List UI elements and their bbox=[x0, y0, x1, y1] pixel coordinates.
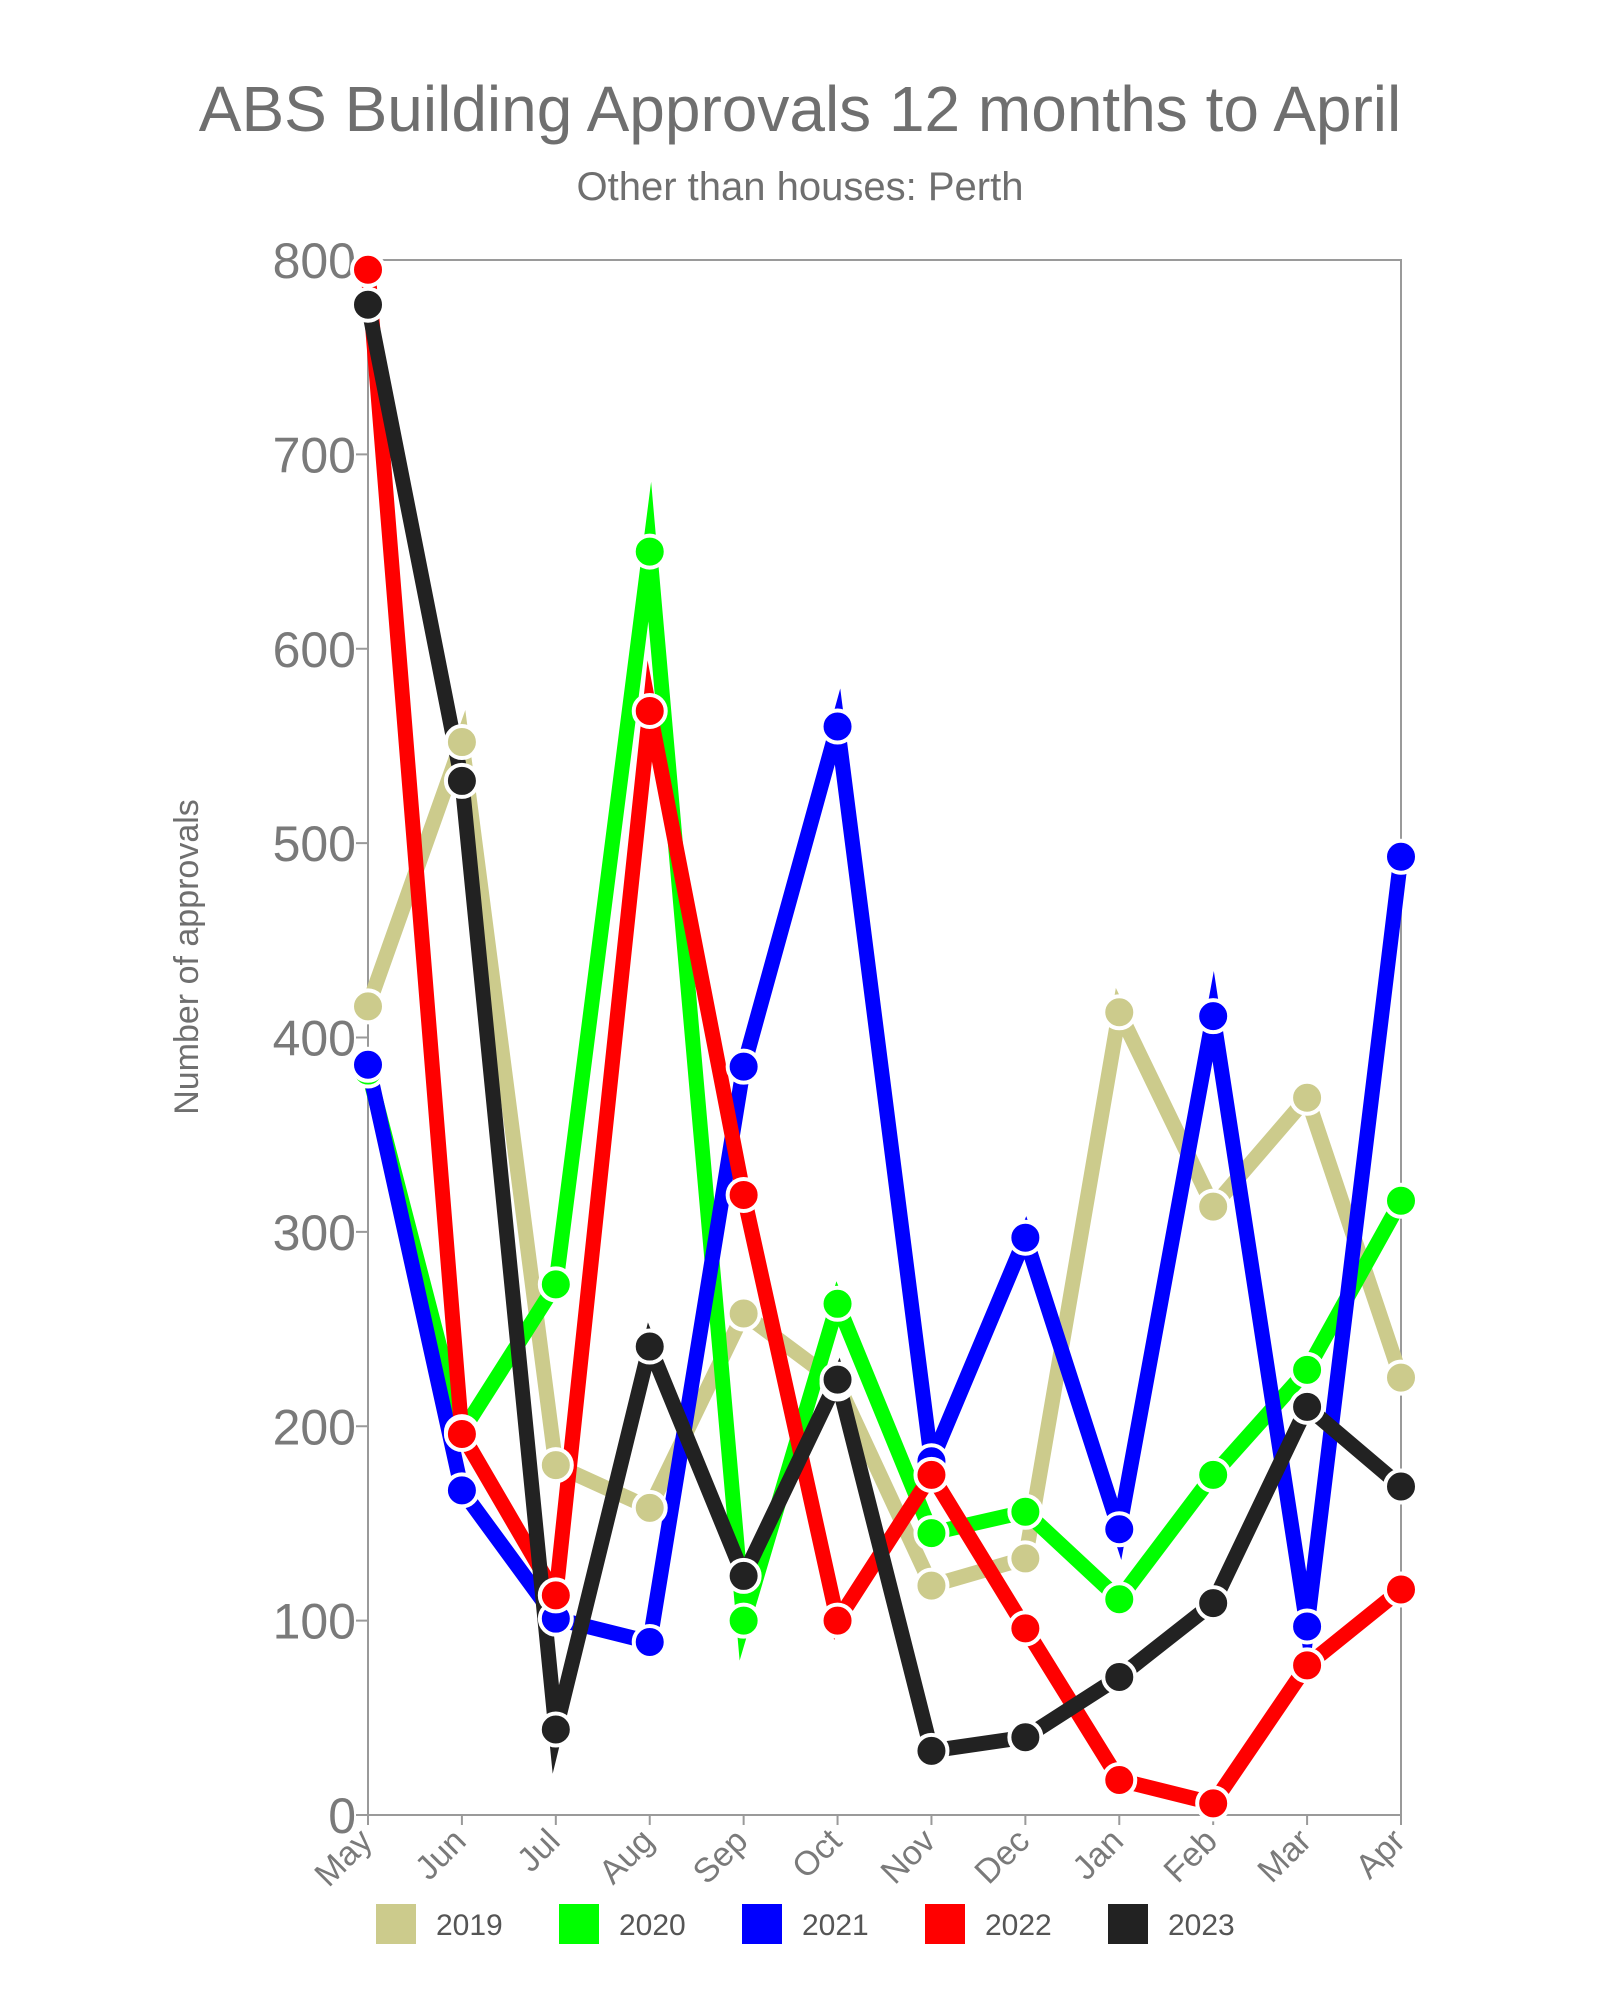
data-point-2023 bbox=[537, 1711, 574, 1748]
data-point-2021 bbox=[1007, 1219, 1044, 1256]
x-tick-label: Feb bbox=[1157, 1822, 1225, 1890]
data-point-2023 bbox=[725, 1557, 762, 1594]
data-point-2021 bbox=[725, 1048, 762, 1085]
data-point-2019 bbox=[537, 1447, 574, 1484]
data-point-2023 bbox=[1007, 1719, 1044, 1756]
data-point-2023 bbox=[1101, 1658, 1138, 1695]
data-point-2022 bbox=[1383, 1571, 1419, 1608]
data-point-2022 bbox=[1007, 1610, 1044, 1647]
series-lines bbox=[360, 269, 1409, 1812]
data-point-2023 bbox=[350, 286, 386, 323]
x-tick-label: Dec bbox=[967, 1822, 1037, 1892]
data-point-2020 bbox=[1101, 1581, 1138, 1618]
data-point-2022 bbox=[350, 251, 386, 288]
data-point-2020 bbox=[631, 533, 668, 570]
data-point-2019 bbox=[631, 1489, 668, 1526]
legend-swatch-2020 bbox=[559, 1904, 599, 1944]
data-point-2019 bbox=[1007, 1540, 1044, 1577]
data-point-2021 bbox=[1289, 1608, 1326, 1645]
legend-swatch-2023 bbox=[1108, 1904, 1148, 1944]
y-axis-ticks: 0 100 200 300 400 500 600 700 800 bbox=[273, 233, 368, 1844]
legend: 2019 2020 2021 2022 2023 bbox=[376, 1904, 1235, 1944]
data-point-2019 bbox=[1289, 1079, 1326, 1116]
data-point-2021 bbox=[819, 708, 856, 745]
y-axis-label-group: Number of approvals bbox=[168, 799, 206, 1115]
data-point-2020 bbox=[1195, 1456, 1232, 1493]
y-tick-label: 200 bbox=[273, 1399, 356, 1455]
data-point-2020 bbox=[537, 1266, 574, 1303]
data-point-2019 bbox=[725, 1295, 762, 1332]
y-tick-label: 800 bbox=[273, 233, 356, 289]
data-point-2022 bbox=[1195, 1785, 1232, 1822]
x-tick-label: Jul bbox=[510, 1822, 568, 1880]
x-tick-label: Apr bbox=[1348, 1822, 1412, 1886]
legend-label: 2022 bbox=[985, 1909, 1052, 1942]
x-tick-label: Aug bbox=[592, 1822, 662, 1892]
y-tick-label: 0 bbox=[328, 1788, 356, 1844]
legend-label: 2021 bbox=[802, 1909, 869, 1942]
data-point-2020 bbox=[1383, 1182, 1419, 1219]
data-point-2019 bbox=[1195, 1188, 1232, 1225]
data-point-2022 bbox=[1289, 1647, 1326, 1684]
data-point-2020 bbox=[725, 1602, 762, 1639]
data-point-2019 bbox=[913, 1567, 950, 1604]
data-point-2022 bbox=[725, 1176, 762, 1213]
data-point-2019 bbox=[443, 724, 480, 761]
y-tick-label: 600 bbox=[273, 622, 356, 678]
data-point-2021 bbox=[1383, 838, 1419, 875]
data-point-2021 bbox=[631, 1624, 668, 1661]
x-axis-ticks: May Jun Jul Aug Sep Oct Nov Dec Jan Feb Mar Apr bbox=[307, 1815, 1413, 1894]
y-tick-label: 700 bbox=[273, 427, 356, 483]
data-point-2022 bbox=[537, 1577, 574, 1614]
x-tick-label: Mar bbox=[1250, 1822, 1318, 1890]
y-tick-label: 300 bbox=[273, 1205, 356, 1261]
data-point-2020 bbox=[913, 1515, 950, 1552]
legend-label: 2020 bbox=[619, 1909, 686, 1942]
data-point-2022 bbox=[913, 1456, 950, 1493]
data-point-2022 bbox=[443, 1416, 480, 1453]
x-tick-label: May bbox=[307, 1822, 379, 1894]
y-tick-label: 100 bbox=[273, 1594, 356, 1650]
y-tick-label: 400 bbox=[273, 1011, 356, 1067]
chart-subtitle: Other than houses: Perth bbox=[576, 165, 1024, 209]
x-tick-label: Jan bbox=[1065, 1822, 1131, 1888]
legend-label: 2023 bbox=[1168, 1909, 1235, 1942]
data-point-2019 bbox=[1101, 994, 1138, 1031]
legend-swatch-2021 bbox=[742, 1904, 782, 1944]
x-tick-label: Nov bbox=[873, 1822, 943, 1892]
series-line-2020 bbox=[360, 481, 1408, 1661]
x-tick-label: Jun bbox=[408, 1822, 474, 1888]
data-point-2021 bbox=[443, 1472, 480, 1509]
data-point-2020 bbox=[1289, 1351, 1326, 1388]
data-point-2022 bbox=[1101, 1762, 1138, 1799]
data-point-2021 bbox=[1195, 998, 1232, 1035]
data-point-2021 bbox=[350, 1046, 386, 1083]
data-point-2019 bbox=[1383, 1359, 1419, 1396]
data-point-2023 bbox=[1383, 1468, 1419, 1505]
data-point-2020 bbox=[1007, 1493, 1044, 1530]
y-axis-label: Number of approvals bbox=[168, 799, 206, 1115]
data-point-2023 bbox=[631, 1328, 668, 1365]
series-line-2019 bbox=[360, 710, 1409, 1595]
data-point-2023 bbox=[1289, 1388, 1326, 1425]
legend-swatch-2022 bbox=[925, 1904, 965, 1944]
x-tick-label: Oct bbox=[785, 1821, 850, 1886]
data-point-2023 bbox=[819, 1361, 856, 1398]
y-tick-label: 500 bbox=[273, 816, 356, 872]
data-point-2023 bbox=[913, 1732, 950, 1769]
data-point-2020 bbox=[819, 1285, 856, 1322]
data-point-2023 bbox=[1195, 1585, 1232, 1622]
data-point-2022 bbox=[819, 1602, 856, 1639]
data-point-2023 bbox=[443, 762, 480, 799]
data-point-2021 bbox=[1101, 1511, 1138, 1548]
legend-label: 2019 bbox=[436, 1909, 503, 1942]
chart-title: ABS Building Approvals 12 months to Apri… bbox=[198, 73, 1402, 145]
x-tick-label: Sep bbox=[686, 1822, 756, 1892]
data-point-2022 bbox=[631, 692, 668, 729]
data-point-2019 bbox=[350, 988, 386, 1025]
series-points bbox=[350, 251, 1419, 1822]
legend-swatch-2019 bbox=[376, 1904, 416, 1944]
series-line-2023 bbox=[360, 303, 1406, 1774]
